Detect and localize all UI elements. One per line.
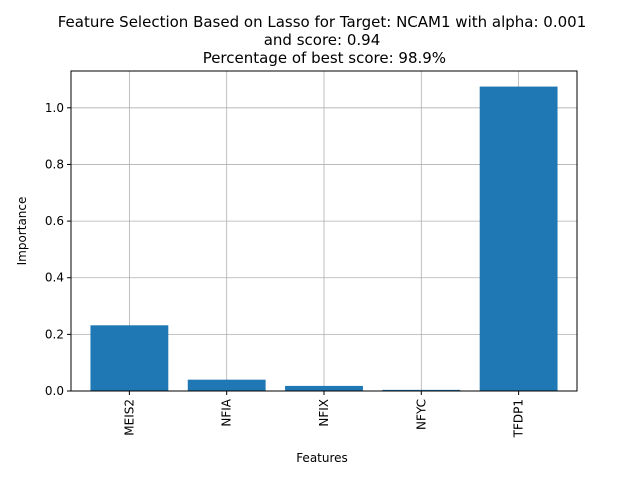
y-axis-ticks: 0.0 0.2 0.4 0.6 0.8 1.0: [45, 101, 71, 398]
chart-title-line-1: Feature Selection Based on Lasso for Tar…: [58, 13, 587, 31]
x-tick-label: NFYC: [414, 399, 428, 430]
y-tick-label: 0.2: [45, 327, 64, 341]
y-tick-label: 1.0: [45, 101, 64, 115]
x-axis-label: Features: [296, 451, 348, 465]
x-tick-label: NFIA: [220, 398, 234, 426]
x-axis-ticks: MEIS2 NFIA NFIX NFYC TFDP1: [122, 391, 526, 438]
bar-meis2: [90, 325, 169, 391]
chart-title-line-3: Percentage of best score: 98.9%: [198, 49, 446, 67]
x-tick-label: TFDP1: [512, 399, 526, 438]
bar-nfia: [187, 379, 266, 391]
x-tick-label: MEIS2: [122, 399, 136, 436]
y-tick-label: 0.0: [45, 384, 64, 398]
chart-title-line-2: and score: 0.94: [264, 31, 381, 49]
bar-tfdp1: [479, 86, 558, 391]
y-axis-label: Importance: [15, 197, 29, 266]
bar-nfyc: [382, 389, 461, 391]
x-tick-label: NFIX: [317, 399, 331, 427]
y-tick-label: 0.6: [45, 214, 64, 228]
bar-nfix: [285, 385, 363, 391]
y-tick-label: 0.8: [45, 157, 64, 171]
y-tick-label: 0.4: [45, 271, 64, 285]
bars-layer: [90, 86, 558, 391]
